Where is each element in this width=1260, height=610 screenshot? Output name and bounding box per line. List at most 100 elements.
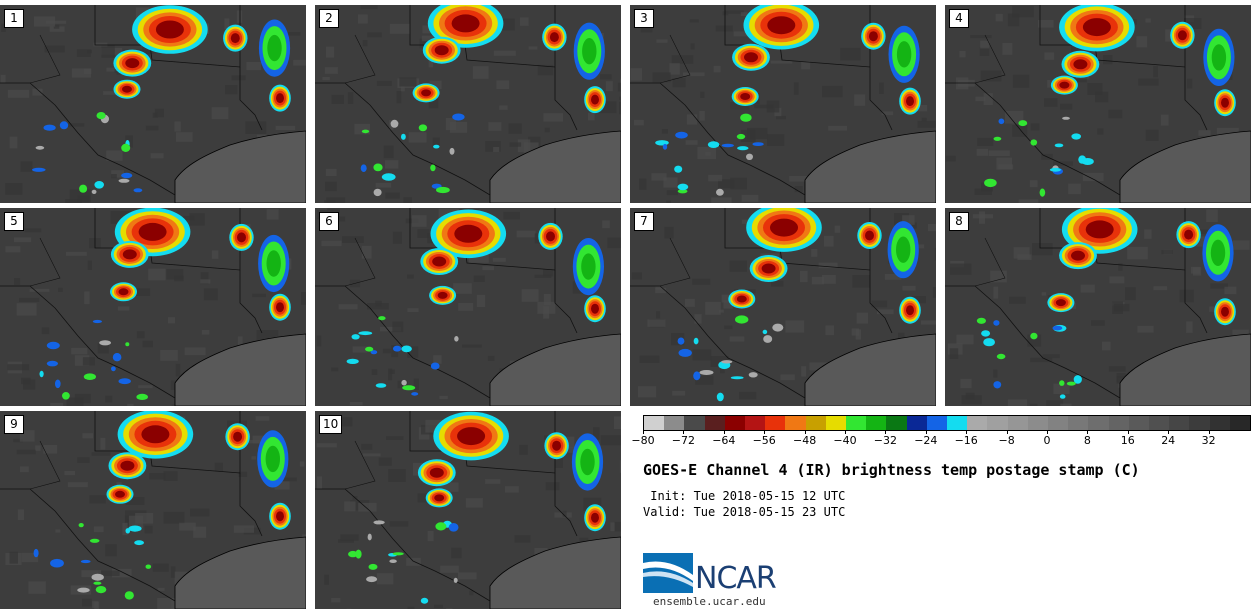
- colorbar-tick: [966, 430, 968, 434]
- cloud-texture: [961, 395, 982, 405]
- small-cloud: [80, 559, 91, 564]
- cloud-texture: [76, 49, 91, 57]
- cloud-texture: [87, 260, 92, 270]
- small-cloud: [993, 320, 1000, 326]
- small-cloud: [449, 147, 455, 155]
- cloud-texture: [1032, 243, 1053, 256]
- border-line: [724, 208, 871, 271]
- cloud-texture: [389, 23, 411, 34]
- small-cloud: [365, 346, 374, 352]
- cloud-texture: [23, 379, 36, 390]
- panel-number: 4: [949, 9, 969, 28]
- small-cloud: [99, 340, 111, 346]
- storm-cell: [1176, 221, 1201, 249]
- cloud-texture: [1029, 403, 1038, 406]
- cloud-texture: [179, 522, 196, 531]
- cloud-texture: [391, 345, 399, 358]
- colorbar-segment: [906, 416, 927, 430]
- cloud-texture: [388, 469, 406, 482]
- small-cloud: [736, 133, 746, 140]
- cloud-texture: [970, 35, 992, 39]
- small-cloud: [716, 188, 724, 196]
- small-cloud: [678, 348, 692, 357]
- cloud-texture: [93, 42, 108, 47]
- cloud-texture: [50, 402, 64, 406]
- cloud-texture: [81, 570, 102, 578]
- cloud-texture: [43, 445, 58, 454]
- cloud-texture: [1012, 6, 1034, 18]
- storm-cell: [861, 22, 886, 50]
- cloud-texture: [149, 473, 166, 480]
- cloud-texture: [225, 85, 238, 95]
- cloud-texture: [1232, 329, 1249, 337]
- ncar-logo-icon: [643, 553, 693, 593]
- storm-cell: [417, 459, 456, 487]
- panel-number: 6: [319, 212, 339, 231]
- cloud-texture: [340, 534, 359, 541]
- cloud-texture: [656, 311, 661, 319]
- cloud-texture: [231, 75, 246, 81]
- cloud-texture: [101, 45, 115, 58]
- storm-cell: [1203, 28, 1235, 86]
- cloud-texture: [1114, 303, 1130, 312]
- cloud-texture: [135, 513, 154, 524]
- storm-cell: [584, 86, 606, 114]
- cloud-texture: [211, 250, 219, 259]
- cloud-texture: [383, 145, 394, 159]
- colorbar-tick-label: 0: [1043, 434, 1051, 447]
- small-cloud: [93, 581, 102, 585]
- colorbar-segment: [1128, 416, 1150, 430]
- member-panel-9: 9: [0, 411, 306, 609]
- cloud-texture: [692, 278, 711, 285]
- storm-cell: [1059, 5, 1135, 52]
- small-cloud: [699, 370, 714, 375]
- cloud-texture: [503, 211, 520, 220]
- cloud-texture: [338, 304, 358, 310]
- colorbar-segment: [1048, 416, 1069, 430]
- cloud-texture: [421, 35, 442, 42]
- cloud-texture: [730, 177, 747, 190]
- storm-cell: [113, 49, 152, 77]
- small-cloud: [436, 186, 450, 194]
- border-line: [554, 473, 578, 537]
- cloud-texture: [741, 194, 759, 202]
- cloud-texture: [1179, 289, 1194, 303]
- cloud-texture: [385, 192, 400, 199]
- cloud-texture: [605, 81, 613, 92]
- cloud-texture: [672, 390, 686, 396]
- cloud-texture: [1186, 321, 1193, 333]
- cloud-texture: [1012, 125, 1028, 137]
- cloud-texture: [28, 581, 46, 594]
- cloud-texture: [1044, 52, 1055, 60]
- cloud-texture: [767, 134, 785, 146]
- border-line: [0, 285, 176, 399]
- cloud-texture: [729, 336, 745, 342]
- cloud-texture: [544, 127, 550, 133]
- cloud-texture: [1160, 114, 1169, 126]
- colorbar-segment: [724, 416, 746, 430]
- gulf-of-mexico: [174, 333, 306, 406]
- border-line: [29, 440, 61, 490]
- cloud-texture: [856, 312, 868, 324]
- small-cloud: [39, 370, 44, 378]
- border-line: [659, 237, 691, 287]
- small-cloud: [721, 143, 734, 148]
- cloud-texture: [440, 565, 459, 573]
- cloud-texture: [286, 32, 301, 36]
- small-cloud: [752, 142, 764, 147]
- cloud-texture: [1198, 130, 1211, 136]
- cloud-texture: [1044, 98, 1058, 107]
- cloud-texture: [600, 74, 612, 80]
- cloud-texture: [378, 457, 392, 466]
- colorbar-segment: [1027, 416, 1049, 430]
- cloud-texture: [950, 263, 972, 275]
- cloud-texture: [64, 471, 75, 476]
- cloud-texture: [1030, 123, 1040, 131]
- cloud-texture: [488, 122, 502, 131]
- border-line: [659, 34, 691, 84]
- cloud-texture: [20, 466, 29, 473]
- border-line: [630, 285, 806, 399]
- cloud-texture: [700, 91, 705, 98]
- cloud-texture: [34, 16, 56, 27]
- cloud-texture: [93, 526, 104, 533]
